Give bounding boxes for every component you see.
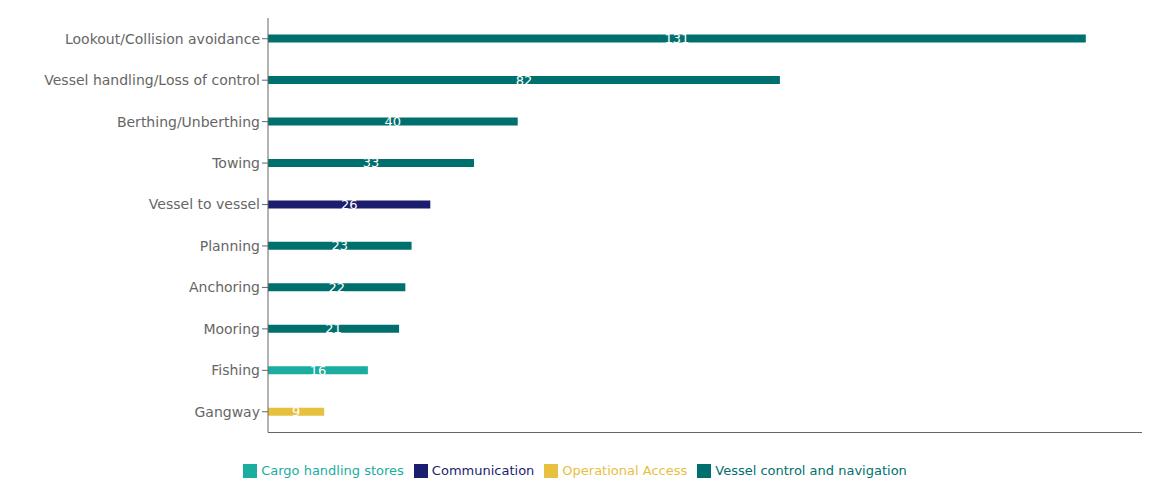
html-text:Cargo handling stores: Cargo handling stores	[261, 462, 404, 478]
svg-text:21: 21	[325, 321, 342, 336]
html-text:Communication: Communication	[431, 462, 535, 478]
html-text:Vessel control and navigation: Vessel control and navigation	[715, 462, 907, 478]
svg-text:9: 9	[292, 404, 300, 419]
svg-text:Planning: Planning	[200, 238, 260, 254]
svg-text:Anchoring: Anchoring	[189, 279, 260, 295]
html-text:Operational Access: Operational Access	[562, 462, 688, 478]
svg-text:Towing: Towing	[211, 155, 260, 171]
svg-text:Mooring: Mooring	[203, 321, 260, 337]
svg-text:Vessel handling/Loss of contro: Vessel handling/Loss of control	[44, 72, 260, 88]
svg-text:Lookout/Collision avoidance: Lookout/Collision avoidance	[65, 31, 260, 47]
svg-text:26: 26	[341, 197, 358, 212]
svg-text:Fishing: Fishing	[211, 362, 260, 378]
svg-text:82: 82	[516, 73, 533, 88]
svg-text:Gangway: Gangway	[194, 404, 260, 420]
svg-text:Berthing/Unberthing: Berthing/Unberthing	[117, 114, 260, 130]
svg-text:22: 22	[328, 280, 345, 295]
svg-text:16: 16	[310, 363, 327, 378]
svg-text:33: 33	[363, 155, 380, 170]
svg-text:131: 131	[664, 31, 689, 46]
svg-text:23: 23	[332, 238, 349, 253]
svg-text:Vessel to vessel: Vessel to vessel	[149, 196, 260, 212]
svg-text:40: 40	[385, 114, 402, 129]
